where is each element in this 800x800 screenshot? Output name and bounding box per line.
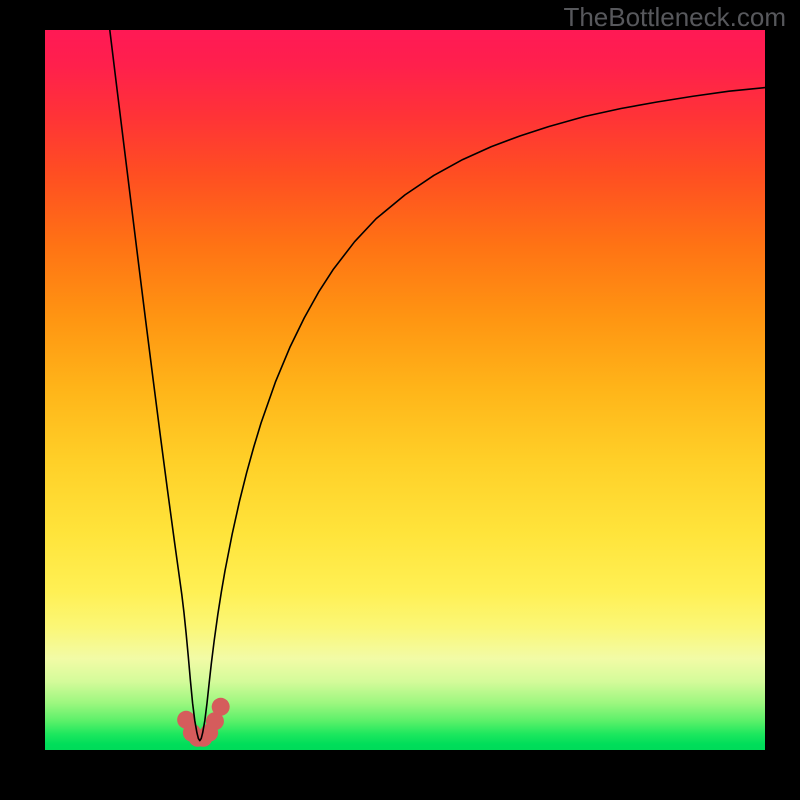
data-dot xyxy=(212,698,230,716)
gradient-background xyxy=(45,30,765,750)
figure-root: TheBottleneck.com xyxy=(0,0,800,800)
bottleneck-chart-svg xyxy=(0,0,800,800)
